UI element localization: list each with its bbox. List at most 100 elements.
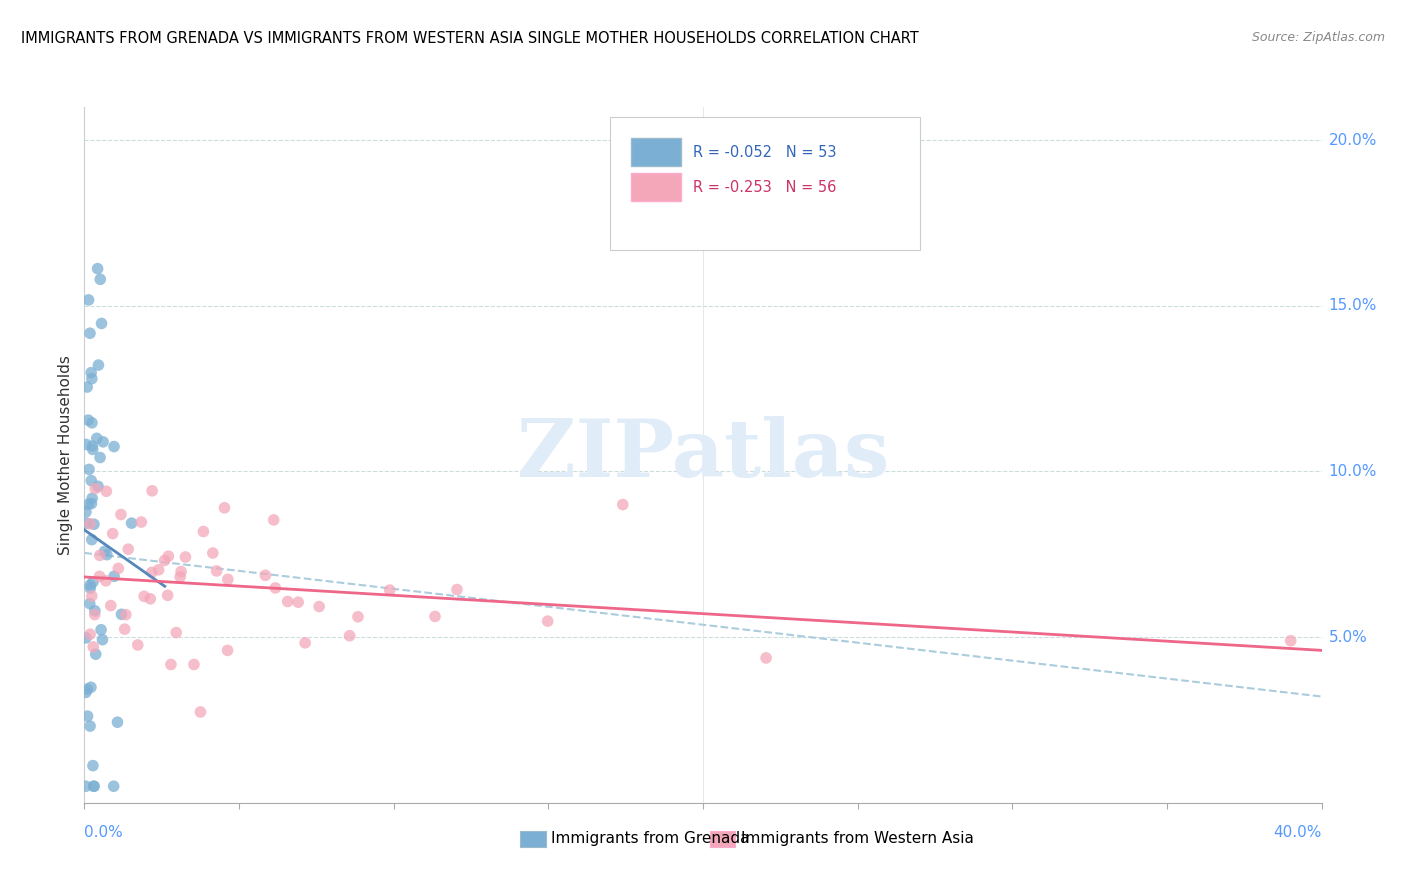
Point — [91, 434, 114, 449]
Point — [174, 549, 197, 564]
Point — [201, 546, 224, 560]
Point — [114, 622, 136, 636]
Text: R = -0.253   N = 56: R = -0.253 N = 56 — [693, 179, 837, 194]
Point — [84, 482, 107, 496]
Point — [90, 317, 112, 331]
Point — [79, 719, 101, 733]
Text: Immigrants from Grenada: Immigrants from Grenada — [551, 831, 749, 846]
Point — [77, 462, 100, 476]
Point — [77, 413, 100, 427]
Point — [93, 544, 115, 558]
Point — [107, 561, 129, 575]
Point — [134, 589, 156, 603]
Point — [90, 623, 112, 637]
Point — [205, 564, 228, 578]
Point — [165, 625, 187, 640]
Point — [79, 627, 101, 641]
Point — [80, 474, 103, 488]
Point — [339, 629, 361, 643]
Point — [139, 591, 162, 606]
Point — [101, 526, 124, 541]
Point — [83, 517, 105, 532]
Point — [148, 563, 170, 577]
Point — [82, 439, 104, 453]
Point — [378, 583, 401, 598]
Point — [80, 366, 103, 380]
Point — [83, 607, 105, 622]
Point — [755, 651, 778, 665]
Point — [80, 372, 103, 386]
Text: Immigrants from Western Asia: Immigrants from Western Asia — [741, 831, 974, 846]
Text: 5.0%: 5.0% — [1329, 630, 1367, 645]
Bar — [631, 138, 681, 166]
Point — [217, 643, 239, 657]
Point — [110, 508, 132, 522]
Text: 20.0%: 20.0% — [1329, 133, 1376, 148]
Point — [79, 326, 101, 341]
Point — [80, 589, 103, 603]
Point — [114, 607, 136, 622]
Point — [87, 358, 110, 372]
Point — [1279, 633, 1302, 648]
Point — [94, 574, 117, 588]
Text: R = -0.052   N = 53: R = -0.052 N = 53 — [693, 145, 837, 160]
Text: IMMIGRANTS FROM GRENADA VS IMMIGRANTS FROM WESTERN ASIA SINGLE MOTHER HOUSEHOLDS: IMMIGRANTS FROM GRENADA VS IMMIGRANTS FR… — [21, 31, 920, 46]
Point — [82, 640, 104, 654]
Point — [107, 715, 129, 730]
Point — [156, 588, 179, 602]
Point — [103, 569, 125, 583]
Point — [170, 565, 193, 579]
Point — [76, 709, 98, 723]
Point — [277, 594, 299, 608]
Point — [89, 569, 111, 583]
Point — [294, 636, 316, 650]
Point — [87, 479, 110, 493]
Point — [127, 638, 149, 652]
Point — [103, 779, 125, 793]
Point — [80, 533, 103, 547]
Point — [89, 272, 111, 286]
Point — [264, 581, 287, 595]
Point — [129, 515, 152, 529]
Point — [89, 549, 111, 563]
Point — [84, 647, 107, 661]
Text: 40.0%: 40.0% — [1274, 825, 1322, 840]
Point — [80, 416, 103, 430]
Point — [82, 491, 104, 506]
Point — [76, 682, 98, 697]
Point — [76, 516, 98, 531]
Point — [83, 779, 105, 793]
Point — [612, 498, 634, 512]
Point — [79, 581, 101, 595]
FancyBboxPatch shape — [610, 118, 920, 250]
Point — [287, 595, 309, 609]
Point — [86, 261, 108, 276]
Point — [96, 548, 118, 562]
Point — [82, 442, 104, 457]
Point — [96, 484, 118, 499]
Point — [308, 599, 330, 614]
Point — [80, 680, 103, 694]
Point — [254, 568, 277, 582]
Point — [190, 705, 212, 719]
Point — [537, 614, 560, 628]
Point — [141, 483, 163, 498]
Point — [75, 779, 97, 793]
Y-axis label: Single Mother Households: Single Mother Households — [58, 355, 73, 555]
Point — [157, 549, 180, 563]
Point — [169, 570, 191, 584]
Point — [86, 431, 108, 445]
Point — [91, 632, 114, 647]
Point — [75, 505, 97, 519]
Text: ZIPatlas: ZIPatlas — [517, 416, 889, 494]
Point — [75, 685, 97, 699]
Point — [153, 553, 176, 567]
Point — [217, 572, 239, 586]
Point — [76, 380, 98, 394]
Point — [80, 497, 103, 511]
Point — [183, 657, 205, 672]
Point — [446, 582, 468, 597]
Point — [121, 516, 143, 530]
Point — [423, 609, 446, 624]
Point — [110, 607, 132, 622]
